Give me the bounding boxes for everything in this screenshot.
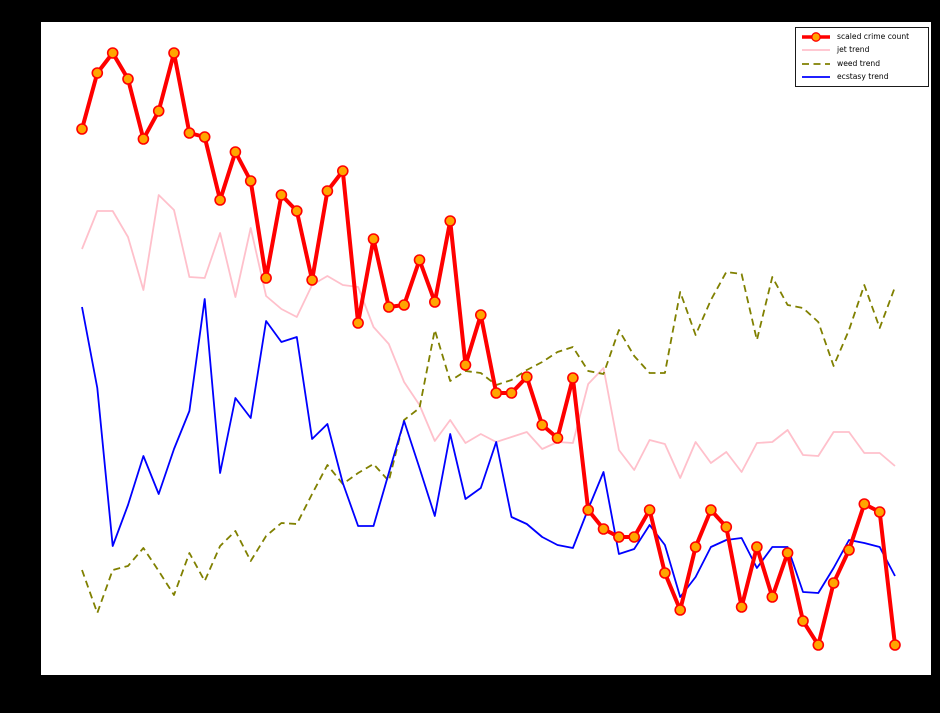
legend-label: scaled crime count <box>837 31 910 41</box>
legend-label: ecstasy trend <box>837 72 889 82</box>
legend-item-ecstasy-trend: ecstasy trend <box>801 71 924 84</box>
legend-label: jet trend <box>837 45 870 55</box>
legend-swatch-ecstasy-icon <box>802 76 830 79</box>
legend-swatch-crime-icon <box>802 31 830 42</box>
legend-item-jet-trend: jet trend <box>801 44 924 57</box>
legend-item-scaled-crime-count: scaled crime count <box>801 30 924 43</box>
legend-swatch-weed-icon <box>802 62 830 65</box>
legend-label: weed trend <box>837 58 881 68</box>
legend-swatch-jet-icon <box>802 49 830 52</box>
legend-item-weed-trend: weed trend <box>801 57 924 70</box>
legend: scaled crime count jet trend weed trend … <box>795 27 929 87</box>
